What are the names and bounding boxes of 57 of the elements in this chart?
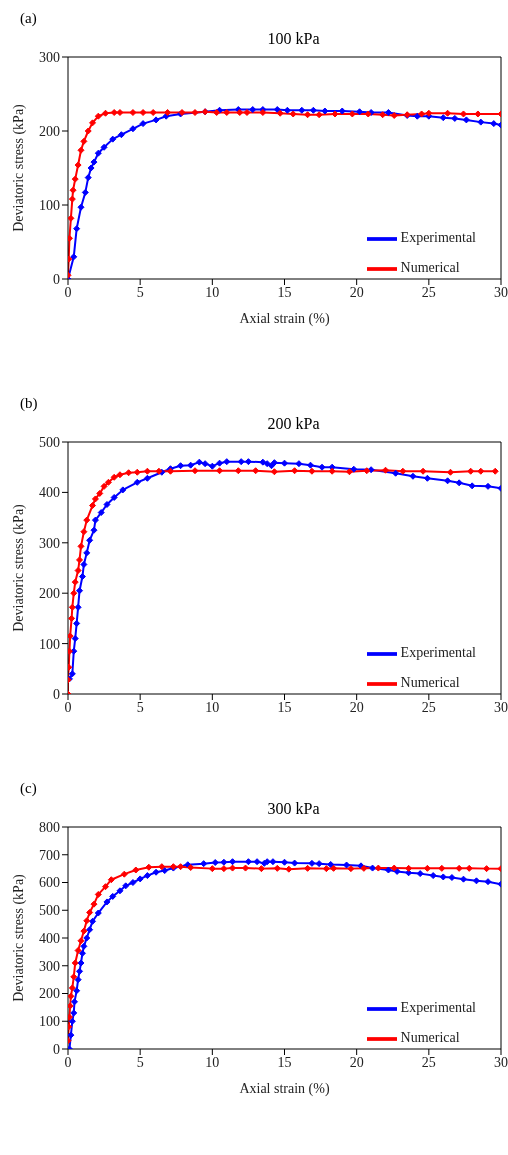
y-tick-label: 500 <box>39 434 60 450</box>
x-tick-label: 25 <box>421 699 436 715</box>
x-tick-label: 20 <box>349 699 364 715</box>
y-tick-label: 300 <box>39 958 60 974</box>
x-tick-label: 0 <box>64 284 72 300</box>
x-tick-label: 20 <box>349 284 364 300</box>
legend-label: Numerical <box>400 1030 460 1046</box>
x-tick-label: 20 <box>349 1054 364 1070</box>
text: (c) <box>20 780 37 797</box>
legend-label: Numerical <box>400 260 460 276</box>
x-tick-label: 15 <box>277 284 292 300</box>
x-tick-label: 0 <box>64 1054 72 1070</box>
y-tick-label: 0 <box>53 271 60 287</box>
legend-label: Numerical <box>400 675 460 691</box>
y-tick-label: 400 <box>39 485 60 501</box>
x-tick-label: 5 <box>136 284 144 300</box>
legend-label: Experimental <box>400 1000 476 1016</box>
x-tick-label: 5 <box>136 1054 144 1070</box>
y-tick-label: 200 <box>39 986 60 1002</box>
x-tick-label: 30 <box>494 1054 508 1070</box>
y-tick-label: 0 <box>53 1041 60 1057</box>
x-tick-label: 5 <box>136 699 144 715</box>
y-tick-label: 500 <box>39 903 60 919</box>
y-axis-title: Deviatoric stress (kPa) <box>10 103 27 232</box>
x-tick-label: 25 <box>421 284 436 300</box>
x-tick-label: 30 <box>494 699 508 715</box>
y-tick-label: 800 <box>39 819 60 835</box>
chart-title: 100 kPa <box>266 30 321 48</box>
x-axis-title: Axial strain (%) <box>239 311 330 327</box>
y-tick-label: 100 <box>39 197 60 213</box>
x-tick-label: 10 <box>205 699 220 715</box>
chart-title: 300 kPa <box>266 800 321 818</box>
y-tick-label: 200 <box>39 123 60 139</box>
x-tick-label: 30 <box>494 284 508 300</box>
x-tick-label: 15 <box>277 699 292 715</box>
x-tick-label: 10 <box>205 284 220 300</box>
x-tick-label: 25 <box>421 1054 436 1070</box>
y-tick-label: 100 <box>39 636 60 652</box>
y-tick-label: 0 <box>53 686 60 702</box>
x-tick-label: 0 <box>64 699 72 715</box>
y-tick-label: 600 <box>39 875 60 891</box>
y-tick-label: 100 <box>39 1014 60 1030</box>
y-tick-label: 200 <box>39 586 60 602</box>
text: (a) <box>20 10 37 27</box>
text: (b) <box>20 395 38 412</box>
y-axis-title: Deviatoric stress (kPa) <box>10 873 27 1002</box>
x-tick-label: 10 <box>205 1054 220 1070</box>
x-tick-label: 15 <box>277 1054 292 1070</box>
y-tick-label: 300 <box>39 535 60 551</box>
y-tick-label: 700 <box>39 847 60 863</box>
x-axis-title: Axial strain (%) <box>239 1081 330 1097</box>
legend-label: Experimental <box>400 230 476 246</box>
y-tick-label: 400 <box>39 930 60 946</box>
y-axis-title: Deviatoric stress (kPa) <box>10 503 27 632</box>
legend-label: Experimental <box>400 645 476 661</box>
y-tick-label: 300 <box>39 49 60 65</box>
chart-title: 200 kPa <box>266 415 321 433</box>
